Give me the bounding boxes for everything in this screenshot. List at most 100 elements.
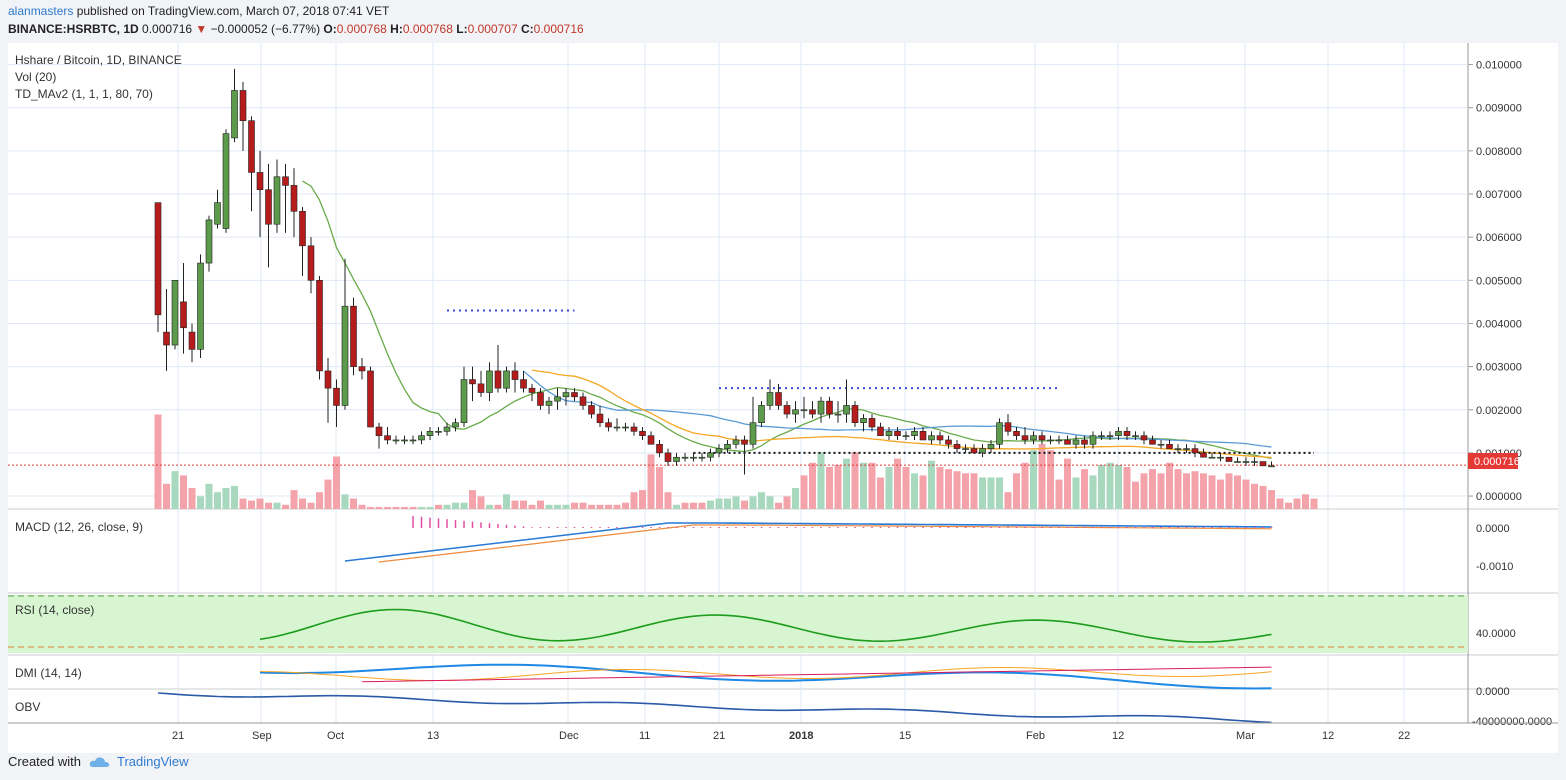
volume-bar <box>962 473 969 509</box>
candle-body <box>358 366 366 372</box>
candle-body <box>681 456 689 459</box>
legend-macd[interactable]: MACD (12, 26, close, 9) <box>15 520 143 534</box>
candle-body <box>605 422 612 428</box>
signal-line <box>378 524 1272 563</box>
volume-bar <box>1174 469 1182 509</box>
volume-bar <box>1293 498 1301 509</box>
author-link[interactable]: alanmasters <box>8 4 74 18</box>
volume-bar <box>409 506 417 509</box>
candle-body <box>1157 443 1165 446</box>
volume-bar <box>1242 479 1250 509</box>
volume-bar <box>384 506 391 509</box>
candle-body <box>885 431 893 436</box>
chart-container[interactable]: 0.010000 0.009000 0.008000 0.007000 0.006000… <box>8 43 1558 753</box>
volume-bar <box>222 488 230 509</box>
volume-bar <box>894 458 901 509</box>
candle-body <box>367 370 374 428</box>
legend-dmi[interactable]: DMI (14, 14) <box>15 666 82 680</box>
volume-bar <box>1225 473 1233 509</box>
volume-bar <box>486 504 493 509</box>
legend-obv[interactable]: OBV <box>15 700 40 714</box>
volume-bar <box>1191 471 1199 509</box>
volume-bar <box>622 502 629 509</box>
x-tick-label: 22 <box>1398 730 1410 742</box>
volume-bar <box>970 473 978 509</box>
candle-body <box>290 185 298 212</box>
volume-bar <box>1208 475 1216 509</box>
candle-body <box>528 387 536 393</box>
candle-body <box>435 431 442 433</box>
x-tick-label: 21 <box>713 730 725 742</box>
volume-bars <box>154 414 1318 509</box>
volume-bar <box>282 504 289 509</box>
volume-bar <box>307 502 315 509</box>
candle-body <box>877 426 884 436</box>
ma-orange-line <box>531 369 1272 459</box>
candle-body <box>690 456 697 459</box>
candle-body <box>392 439 400 442</box>
legend-main[interactable]: Hshare / Bitcoin, 1D, BINANCE <box>15 53 182 67</box>
candle-body <box>630 426 638 432</box>
volume-bar <box>324 479 332 509</box>
x-tick-label: 15 <box>899 730 911 742</box>
candle-body <box>171 280 179 346</box>
volume-bar <box>936 467 944 509</box>
legend-rsi[interactable]: RSI (14, close) <box>15 603 94 617</box>
candle-body <box>1183 448 1190 450</box>
candle-body <box>282 176 289 186</box>
candle-body <box>562 392 570 398</box>
volume-bar <box>205 483 213 509</box>
volume-bar <box>571 502 578 509</box>
volume-bar <box>316 492 323 509</box>
volume-bar <box>1132 481 1139 509</box>
volume-bar <box>1200 473 1207 509</box>
volume-bar <box>953 471 961 509</box>
y-tick-label: 0.008000 <box>1476 146 1522 158</box>
brand-text[interactable]: TradingView <box>116 754 189 769</box>
close-value: 0.000716 <box>533 22 584 36</box>
candle-body <box>1208 456 1216 459</box>
candle-body <box>265 189 272 225</box>
candle-body <box>163 331 170 346</box>
volume-bar <box>656 467 663 509</box>
price-chart[interactable]: 0.010000 0.009000 0.008000 0.007000 0.006000… <box>8 43 1558 753</box>
volume-bar <box>375 506 383 509</box>
candles[interactable] <box>154 68 1275 475</box>
candle-body <box>477 383 485 393</box>
tradingview-brand[interactable]: TradingView <box>89 754 189 769</box>
volume-bar <box>256 498 264 509</box>
x-tick-label: Feb <box>1026 730 1045 742</box>
candle-body <box>401 439 408 442</box>
volume-bar <box>188 488 196 509</box>
candle-body <box>1072 439 1080 445</box>
volume-bar <box>1055 479 1063 509</box>
volume-bar <box>341 494 349 509</box>
candle-body <box>231 90 238 139</box>
rsi-band <box>8 595 1468 653</box>
candle-body <box>426 431 434 436</box>
volume-bar <box>758 492 765 509</box>
volume-bar <box>1183 473 1190 509</box>
legend-vol[interactable]: Vol (20) <box>15 70 56 84</box>
candle-body <box>214 202 221 225</box>
candle-body <box>775 392 782 406</box>
candle-body <box>834 413 842 416</box>
macd-tick-label: -0.0010 <box>1476 561 1513 573</box>
candle-body <box>826 400 833 415</box>
price-label-bg <box>1468 453 1518 469</box>
volume-bar <box>605 504 612 509</box>
x-tick-label: 11 <box>639 730 650 742</box>
macd-line <box>344 522 1272 562</box>
legend-td[interactable]: TD_MAv2 (1, 1, 1, 80, 70) <box>15 87 153 101</box>
price-axis: 0.010000 0.009000 0.008000 0.007000 0.006000… <box>1468 60 1552 728</box>
candle-body <box>758 405 765 424</box>
volume-bar <box>817 452 825 509</box>
candle-body <box>919 431 927 441</box>
volume-bar <box>579 502 587 509</box>
candle-body <box>783 405 791 415</box>
candle-body <box>341 305 349 406</box>
candle-body <box>222 133 230 229</box>
volume-bar <box>443 504 451 509</box>
publish-text: published on TradingView.com, March 07, … <box>73 4 390 18</box>
candle-body <box>894 431 901 436</box>
